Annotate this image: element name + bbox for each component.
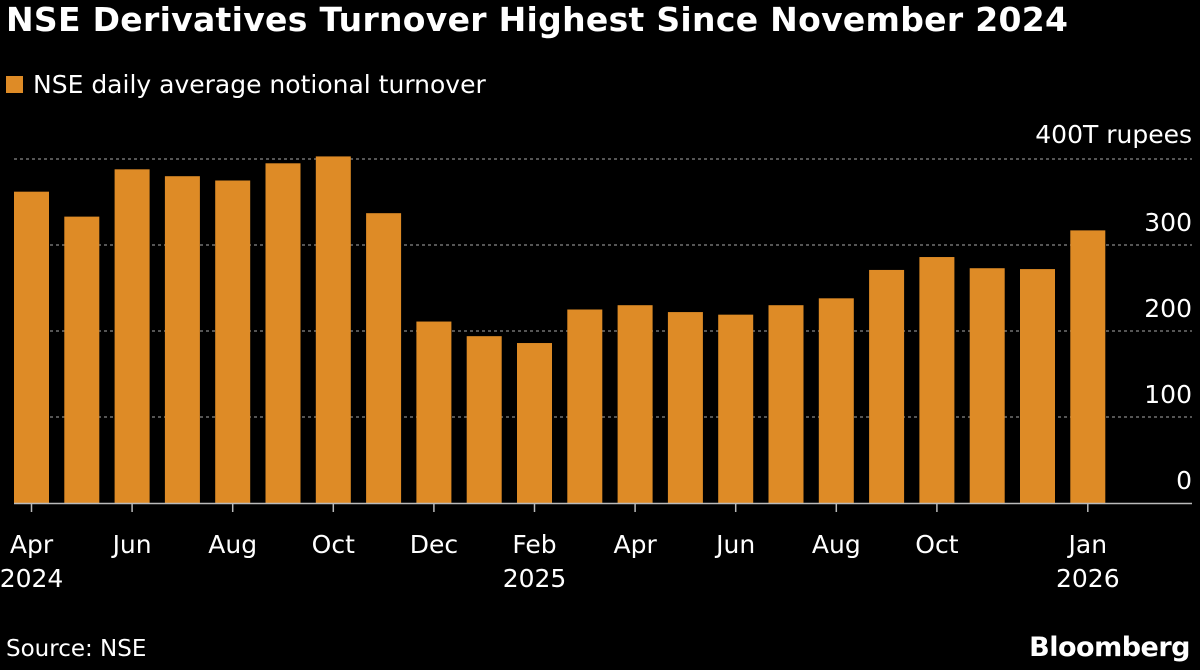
x-tick-label: Apr — [10, 530, 54, 559]
x-tick-label: Oct — [312, 530, 355, 559]
bar — [1020, 269, 1055, 503]
x-tick-label: Dec — [410, 530, 458, 559]
x-tick-label: Apr — [613, 530, 657, 559]
bar — [366, 213, 402, 503]
bar — [718, 314, 754, 503]
bar — [667, 312, 703, 503]
bar — [114, 169, 150, 503]
bar — [14, 191, 49, 503]
bar — [768, 305, 804, 503]
x-tick-year-label: 2024 — [0, 564, 63, 593]
bar — [416, 321, 452, 503]
x-tick-label: Oct — [915, 530, 958, 559]
bar — [466, 336, 502, 503]
y-tick-label: 0 — [1176, 466, 1192, 495]
bar — [869, 269, 905, 503]
bar — [164, 176, 200, 503]
bar — [517, 343, 552, 503]
legend-swatch — [6, 76, 23, 93]
bar — [969, 268, 1005, 503]
y-tick-label: 400T rupees — [1035, 120, 1192, 149]
bar — [315, 156, 351, 504]
x-tick-year-label: 2026 — [1056, 564, 1120, 593]
x-tick-label: Jun — [111, 530, 152, 559]
y-tick-label: 100 — [1144, 380, 1192, 409]
x-tick-label: Feb — [512, 530, 556, 559]
x-tick-label: Aug — [812, 530, 861, 559]
bar — [215, 180, 251, 503]
legend-label: NSE daily average notional turnover — [33, 70, 486, 99]
chart-title: NSE Derivatives Turnover Highest Since N… — [6, 0, 1069, 39]
y-tick-label: 200 — [1144, 294, 1192, 323]
x-tick-year-label: 2025 — [503, 564, 567, 593]
x-tick-label: Jun — [714, 530, 755, 559]
bar — [617, 305, 653, 503]
bar — [1070, 230, 1106, 503]
x-tick-label: Aug — [208, 530, 257, 559]
bar — [567, 309, 603, 503]
bloomberg-logo: Bloomberg — [1029, 632, 1190, 663]
legend: NSE daily average notional turnover — [6, 70, 486, 99]
source-note: Source: NSE — [6, 636, 147, 662]
y-tick-label: 300 — [1144, 208, 1192, 237]
x-tick-label: Jan — [1067, 530, 1108, 559]
bar — [64, 216, 100, 503]
bar — [919, 257, 955, 503]
bar — [818, 298, 854, 503]
bar — [265, 163, 301, 504]
